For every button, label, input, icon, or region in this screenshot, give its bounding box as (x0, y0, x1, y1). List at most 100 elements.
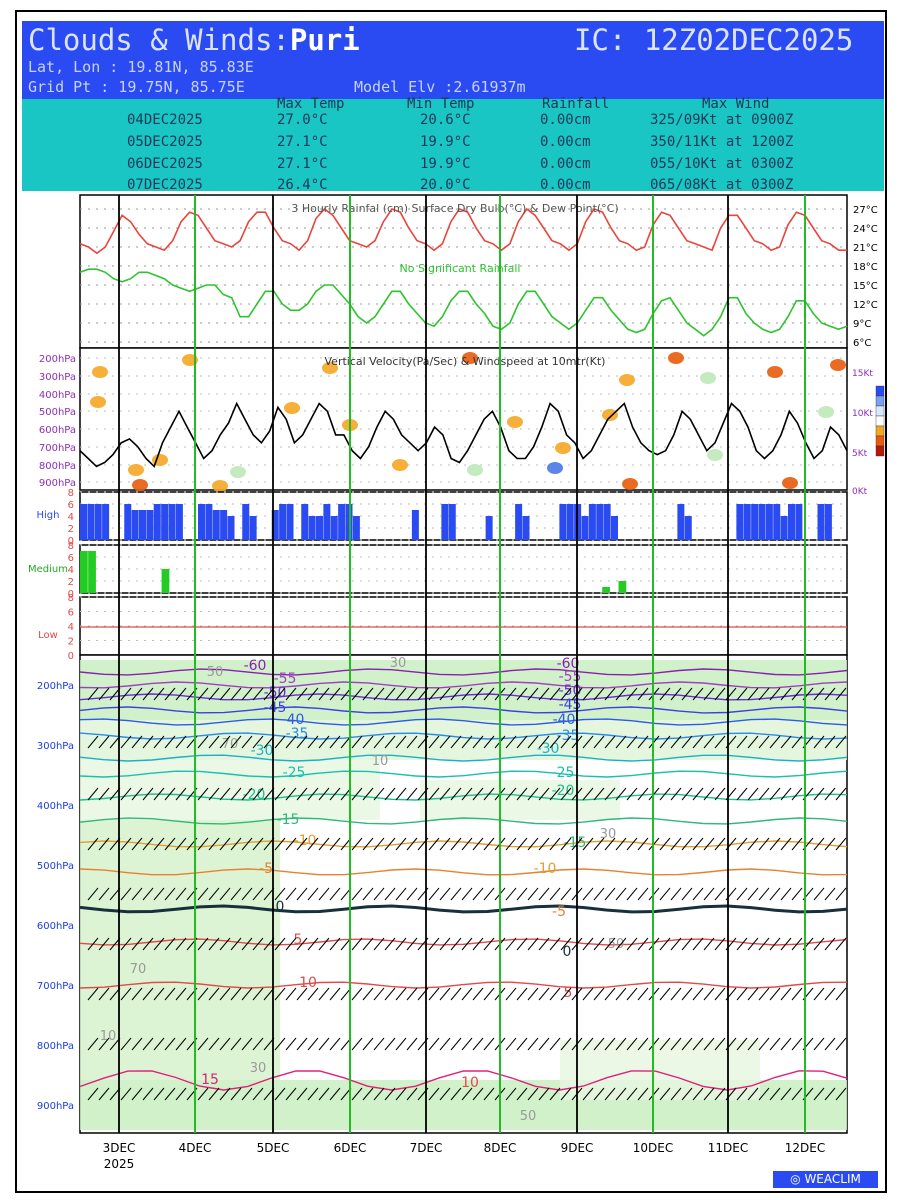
vv-blob (767, 366, 783, 378)
vv-panel-title: Vertical Velocity(Pa/Sec) & Windspeed at… (325, 355, 606, 368)
wind-barb (439, 937, 451, 951)
high-cloud-bar (677, 504, 685, 540)
vv-colorbar-cell (875, 385, 885, 397)
temp-contour (79, 706, 848, 714)
wind-barb (505, 987, 517, 1001)
wind-barb (274, 837, 286, 851)
high-cloud-bar (161, 504, 169, 540)
wind-barb (692, 787, 704, 801)
wind-barb (835, 1087, 847, 1101)
rh-shading (80, 760, 380, 820)
wind-barb (428, 1087, 440, 1101)
vv-blob (555, 442, 571, 454)
wind-barb (142, 887, 154, 901)
wind-barb (736, 735, 748, 749)
high-cloud-bar (559, 504, 567, 540)
wind-barb (373, 1087, 385, 1101)
wind-barb (560, 987, 572, 1001)
wind-barb (758, 937, 770, 951)
temp-contour (79, 732, 848, 740)
high-cloud-bar (588, 504, 596, 540)
wind-barb (208, 987, 220, 1001)
wind-barb (241, 837, 253, 851)
vv-colorbar-cell (875, 425, 885, 437)
wind-barb (516, 1037, 528, 1051)
wind-barb (329, 887, 341, 901)
daily-summary-table: Max Temp Min Temp Rainfall Max Wind 04DE… (22, 96, 884, 193)
wind-barb (703, 887, 715, 901)
wind-barb (538, 787, 550, 801)
wind-barb (252, 735, 264, 749)
high-cloud-bar (175, 504, 183, 540)
wind-barb (538, 1087, 550, 1101)
contour-label: 15 (201, 1072, 219, 1088)
wind-barb (692, 1037, 704, 1051)
wind-barb (626, 987, 638, 1001)
wind-barb (362, 937, 374, 951)
wind-barb (681, 735, 693, 749)
high-cloud-bar (485, 516, 493, 540)
x-tick-label: 6DEC (334, 1141, 367, 1155)
wind-barb (318, 1087, 330, 1101)
wind-barb (626, 887, 638, 901)
medium-cloud-tick: 8 (68, 541, 74, 552)
wind-barb (505, 887, 517, 901)
contour-label: 10 (299, 975, 317, 991)
dew-point-line (79, 268, 848, 337)
wind-barb (813, 987, 825, 1001)
temp-contour (79, 904, 848, 914)
wind-barb (87, 1087, 99, 1101)
wind-barb (703, 1087, 715, 1101)
rh-contour-label: 70 (222, 737, 239, 752)
contour-label: -20 (243, 787, 266, 803)
wind-barb (769, 937, 781, 951)
vv-colorbar-cell (875, 435, 885, 447)
high-cloud-bar (102, 504, 110, 540)
wind-barb (428, 887, 440, 901)
wind-barb (703, 937, 715, 951)
wind-barb (703, 987, 715, 1001)
wind-barb (373, 837, 385, 851)
wind-barb (659, 937, 671, 951)
wind-barb (318, 787, 330, 801)
row-min: 20.0°C (420, 177, 471, 193)
wind-barb (703, 787, 715, 801)
vv-blob (619, 374, 635, 386)
wind-barb (461, 837, 473, 851)
temp-panel-title: 3 Hourly Rainfal (cm) Surface Dry Bulb(°… (291, 202, 618, 215)
wind-barb (626, 837, 638, 851)
high-cloud-bar (146, 510, 154, 540)
wind-barb (384, 787, 396, 801)
wind-barb (384, 1037, 396, 1051)
wind-barb (142, 787, 154, 801)
wind-barb (131, 687, 143, 701)
wind-barb (692, 1087, 704, 1101)
wind-barb (296, 735, 308, 749)
high-cloud-tick: 4 (68, 512, 74, 523)
x-tick-label: 4DEC (179, 1141, 212, 1155)
wind-barb (604, 987, 616, 1001)
wind-barb (582, 735, 594, 749)
wind-barb (230, 987, 242, 1001)
high-cloud-tick: 2 (68, 524, 74, 535)
wind-barb (164, 837, 176, 851)
col-max-temp: Max Temp (277, 96, 345, 112)
wind-barb (780, 937, 792, 951)
vv-blob (507, 416, 523, 428)
temp-tick-label: 9°C (853, 319, 871, 330)
wind-barb (307, 1037, 319, 1051)
wind-barb (241, 1087, 253, 1101)
wind-barb (824, 687, 836, 701)
wind-barb (230, 1087, 242, 1101)
wind-barb (516, 1087, 528, 1101)
vv-level-label: 500hPa (39, 407, 76, 418)
wind-barb (329, 937, 341, 951)
wind-barb (406, 987, 418, 1001)
wind-barb (439, 987, 451, 1001)
wind-barb (769, 735, 781, 749)
vv-level-label: 800hPa (39, 461, 76, 472)
wind-barb (208, 1037, 220, 1051)
wind-barb (747, 937, 759, 951)
wind-barb (450, 887, 462, 901)
